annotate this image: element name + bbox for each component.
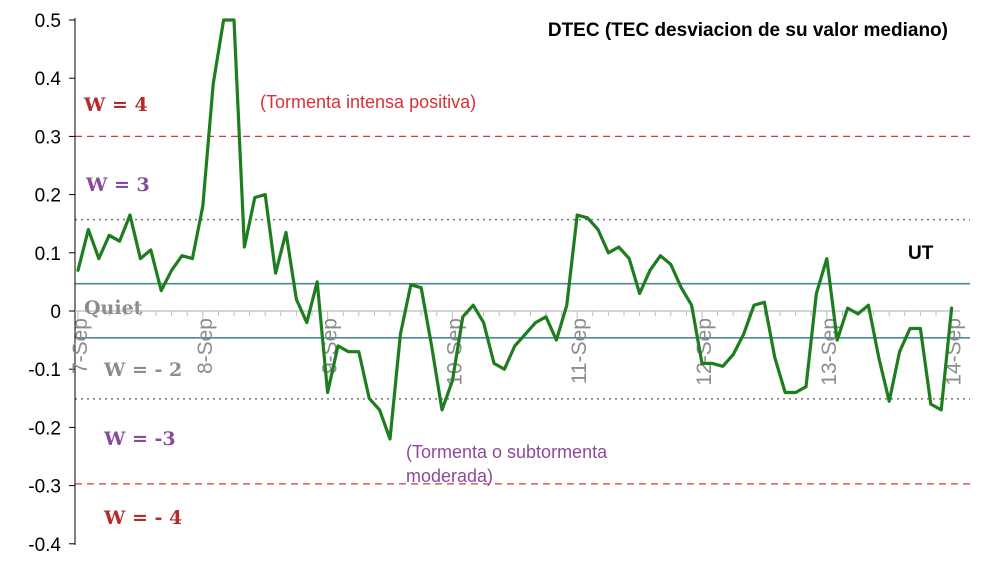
w-minus3-label: W = -3: [103, 428, 176, 450]
series-group: [76, 18, 954, 441]
w-minus4-label: W = - 4: [103, 507, 182, 529]
y-tick-label: -0.2: [28, 418, 61, 439]
y-tick-label: 0: [50, 302, 61, 323]
x-tick-labels: 7-Sep 8-Sep 9-Sep 10-Sep 11-Sep 12-Sep 13-Sep 1…: [69, 318, 966, 386]
w4-label: W = 4: [83, 94, 148, 116]
w-minus2-label: W = - 2: [103, 359, 182, 381]
series-line: [76, 18, 954, 441]
y-tick-labels: 0.5 0.4 0.3 0.2 0.1 0 -0.1 -0.2 -0.3 -0.4: [28, 11, 61, 556]
x-tick-label: 13-Sep: [818, 318, 841, 386]
y-tick-label: -0.3: [28, 477, 61, 498]
w3-label: W = 3: [85, 174, 150, 196]
reference-lines: [75, 135, 970, 485]
x-tick-label: 11-Sep: [568, 318, 591, 384]
y-tick-marks: [69, 19, 75, 545]
y-tick-label: -0.1: [28, 360, 61, 381]
chart-title: DTEC (TEC desviacion de su valor mediano…: [548, 20, 948, 41]
y-tick-label: 0.1: [35, 244, 61, 265]
moderate-storm-note-line1: (Tormenta o subtormenta: [406, 442, 608, 462]
y-tick-label: 0.2: [35, 186, 61, 207]
y-tick-label: 0.5: [35, 11, 61, 32]
x-tick-label: 12-Sep: [693, 318, 716, 386]
quiet-label: Quiet: [84, 297, 143, 319]
y-tick-label: 0.3: [35, 127, 61, 148]
x-tick-label: 8-Sep: [194, 318, 217, 374]
y-tick-label: 0.4: [35, 69, 62, 90]
x-tick-label: 7-Sep: [69, 318, 92, 374]
x-unit-label: UT: [908, 243, 934, 264]
positive-storm-note: (Tormenta intensa positiva): [260, 92, 476, 112]
moderate-storm-note-line2: moderada): [406, 466, 493, 486]
y-tick-label: -0.4: [28, 535, 61, 556]
x-tick-label: 10-Sep: [443, 318, 466, 386]
